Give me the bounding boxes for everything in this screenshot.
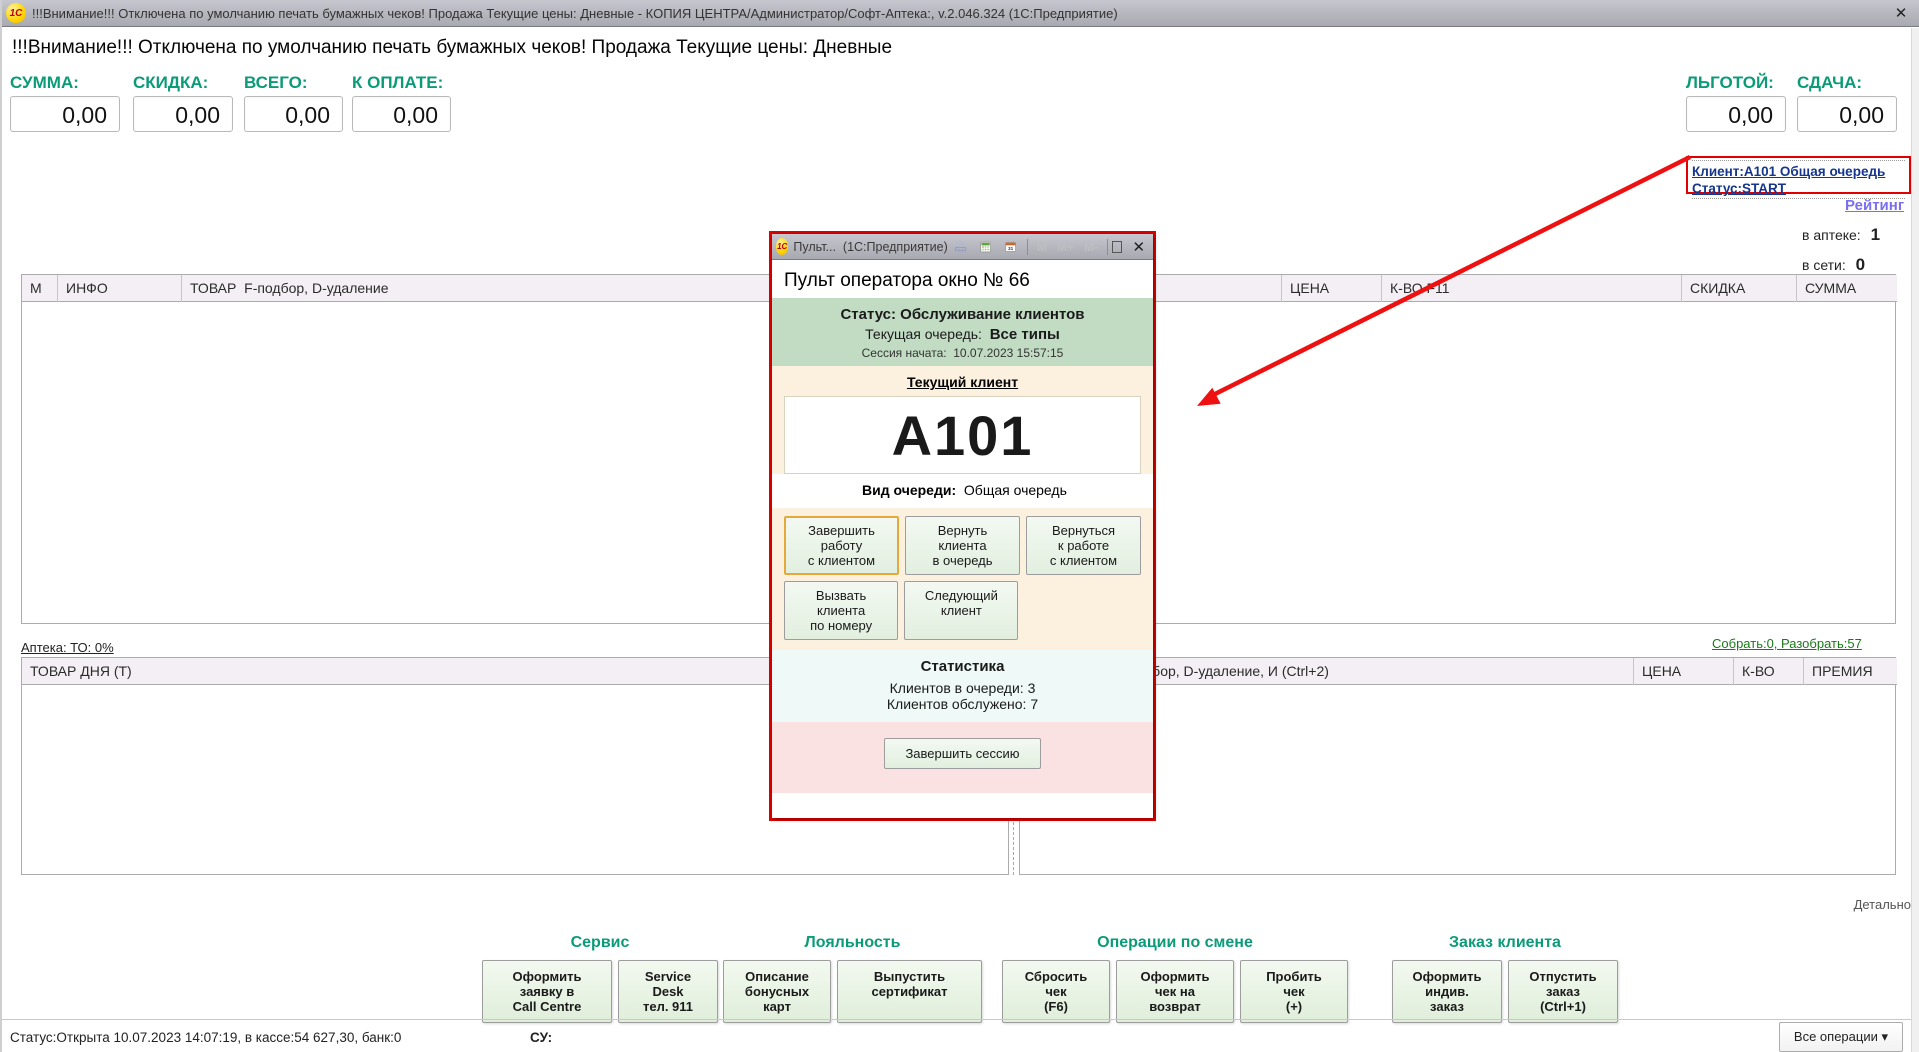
svg-text:31: 31 [1008,246,1014,251]
